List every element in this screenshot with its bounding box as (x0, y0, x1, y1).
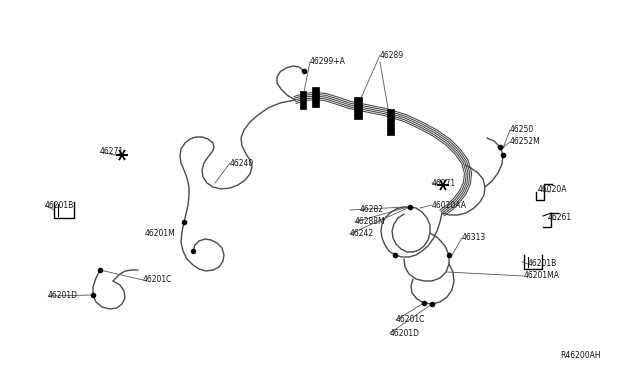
Text: 46201M: 46201M (145, 228, 176, 237)
Bar (354, 97, 362, 119)
Text: 46242: 46242 (350, 230, 374, 238)
Text: 46201C: 46201C (396, 315, 426, 324)
Text: 46299+A: 46299+A (310, 58, 346, 67)
Bar (387, 109, 394, 135)
Text: 46020A: 46020A (538, 186, 568, 195)
Text: 46261: 46261 (548, 214, 572, 222)
Text: 46252M: 46252M (510, 138, 541, 147)
Text: 46201D: 46201D (390, 328, 420, 337)
Bar (300, 91, 306, 109)
Text: 46250: 46250 (510, 125, 534, 135)
Text: 46020AA: 46020AA (432, 201, 467, 209)
Text: 46289: 46289 (380, 51, 404, 60)
Text: 46271: 46271 (432, 179, 456, 187)
Text: 46313: 46313 (462, 234, 486, 243)
Text: 46201B: 46201B (528, 260, 557, 269)
Text: 46201B: 46201B (45, 201, 74, 209)
Bar (312, 87, 319, 107)
Text: 46240: 46240 (230, 158, 254, 167)
Text: 46288M: 46288M (355, 218, 386, 227)
Text: 46201MA: 46201MA (524, 272, 560, 280)
Text: 46201C: 46201C (143, 276, 172, 285)
Text: 46271: 46271 (100, 148, 124, 157)
Text: 46282: 46282 (360, 205, 384, 215)
Text: R46200AH: R46200AH (560, 350, 600, 359)
Text: 46201D: 46201D (48, 292, 78, 301)
